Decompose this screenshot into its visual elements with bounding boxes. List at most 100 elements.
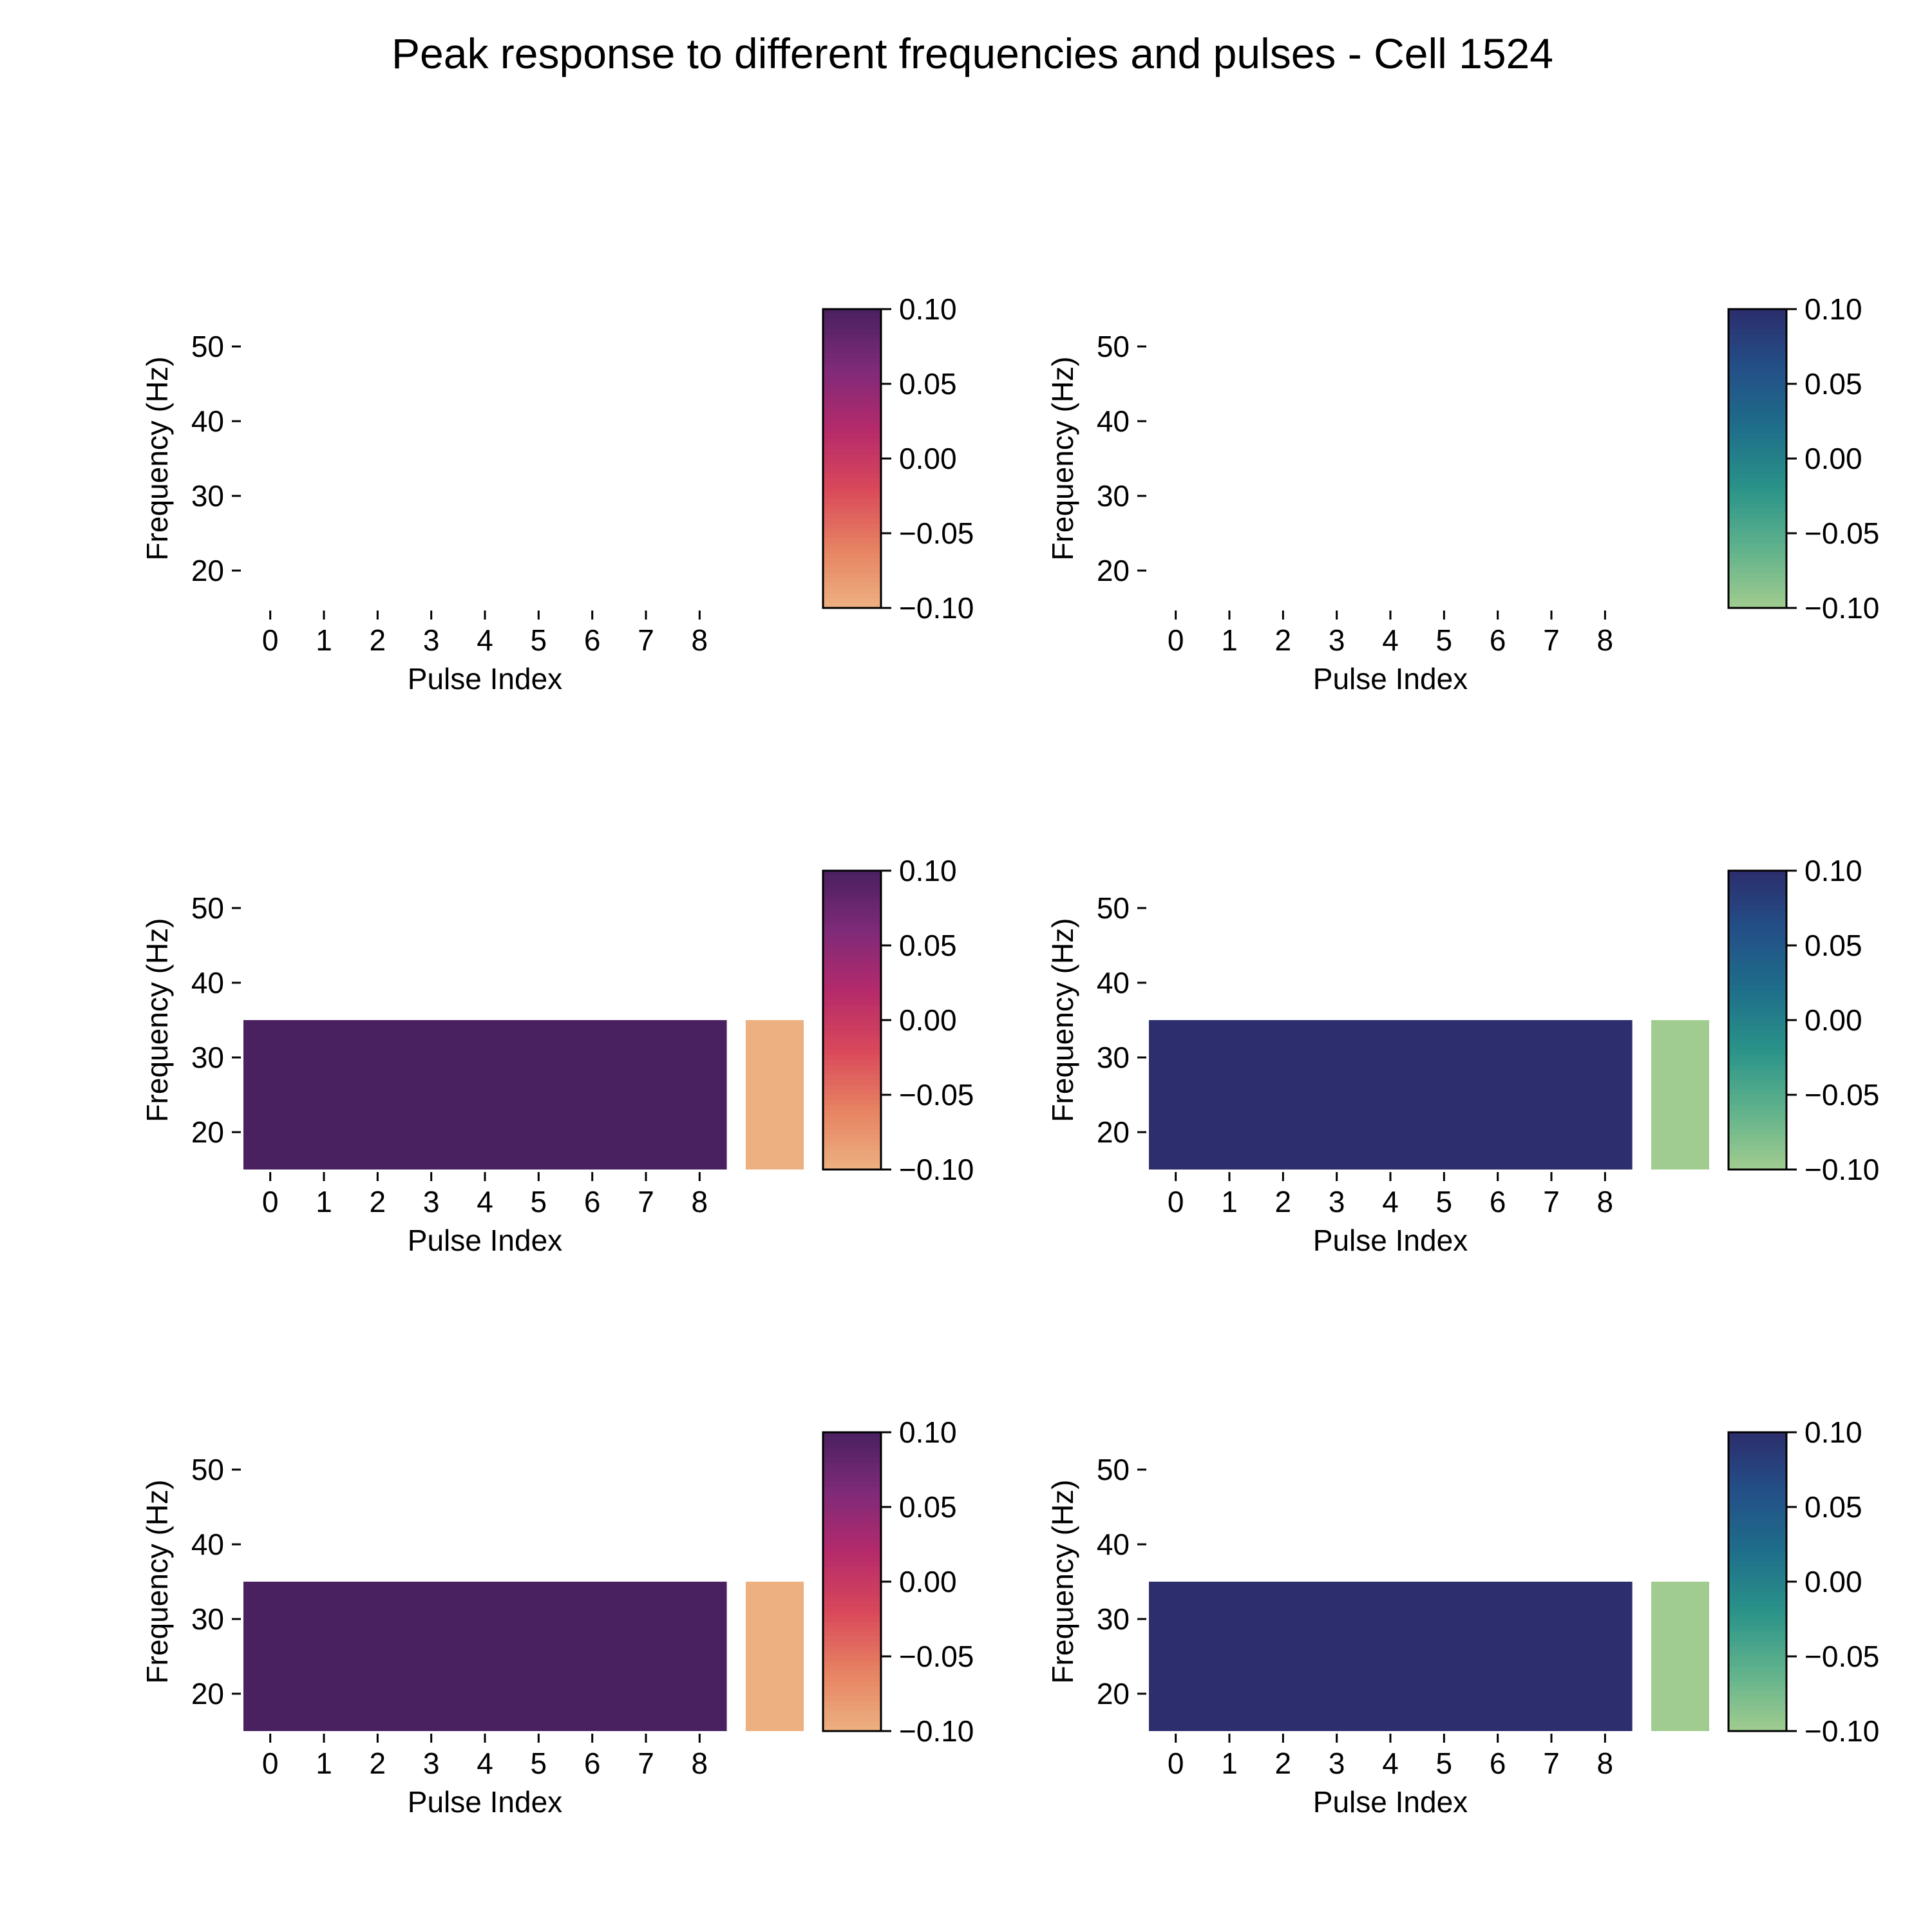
colorbar-segment (1728, 354, 1786, 360)
colorbar-segment (1728, 1030, 1786, 1036)
colorbar-segment (823, 1437, 881, 1443)
colorbar-segment (1728, 503, 1786, 509)
colorbar-segment (823, 538, 881, 544)
y-tick-label: 20 (191, 554, 224, 587)
y-axis-label: Frequency (Hz) (1046, 918, 1079, 1122)
colorbar-segment (823, 583, 881, 589)
x-tick-label: 8 (1597, 1185, 1614, 1218)
colorbar-tick-label: 0.05 (1804, 929, 1862, 962)
colorbar-segment (1728, 1726, 1786, 1732)
colorbar-segment (1728, 1696, 1786, 1702)
colorbar-segment (823, 1706, 881, 1712)
colorbar-segment (823, 1691, 881, 1697)
colorbar-tick-label: 0.05 (1804, 367, 1862, 401)
x-axis-label: Pulse Index (408, 1785, 562, 1819)
colorbar-segment (823, 1159, 881, 1166)
heatmap-cell (1202, 1020, 1257, 1170)
colorbar-segment (823, 1566, 881, 1573)
heatmap-cell (297, 1020, 352, 1170)
y-axis-label: Frequency (Hz) (140, 918, 174, 1122)
x-tick-label: 2 (370, 1185, 386, 1218)
colorbar-segment (823, 433, 881, 439)
colorbar-segment (823, 1711, 881, 1717)
y-tick-label: 20 (1097, 554, 1130, 587)
colorbar-segment (823, 558, 881, 564)
colorbar-segment (823, 905, 881, 911)
colorbar-segment (1728, 1035, 1786, 1041)
colorbar-segment (823, 995, 881, 1001)
x-tick-label: 5 (1436, 623, 1453, 657)
colorbar-segment (823, 1119, 881, 1126)
colorbar-segment (823, 344, 881, 350)
colorbar-segment (1728, 1582, 1786, 1587)
x-tick-label: 0 (1168, 623, 1184, 657)
heatmap-cell (1578, 1020, 1633, 1170)
colorbar-tick-label: 0.00 (1804, 442, 1862, 475)
colorbar-segment (823, 1075, 881, 1081)
colorbar-segment (1728, 960, 1786, 966)
colorbar-segment (1728, 965, 1786, 971)
colorbar-segment (1728, 1551, 1786, 1558)
colorbar-segment (1728, 1517, 1786, 1522)
colorbar-segment (1728, 1432, 1786, 1438)
colorbar-segment (1728, 945, 1786, 951)
y-tick-label: 40 (191, 404, 224, 438)
x-tick-label: 0 (1168, 1185, 1184, 1218)
colorbar-segment (1728, 1542, 1786, 1548)
colorbar-segment (1728, 548, 1786, 554)
colorbar-segment (823, 578, 881, 584)
colorbar-segment (1728, 1457, 1786, 1463)
colorbar-segment (1728, 419, 1786, 424)
colorbar-segment (823, 975, 881, 981)
colorbar-segment (823, 1641, 881, 1647)
colorbar-segment (823, 1591, 881, 1597)
colorbar-segment (823, 354, 881, 360)
heatmap-cell (350, 1582, 405, 1731)
colorbar-segment (1728, 553, 1786, 559)
x-tick-label: 8 (692, 1185, 708, 1218)
x-tick-label: 6 (1490, 623, 1506, 657)
colorbar-segment (823, 1104, 881, 1110)
colorbar-segment (1728, 1090, 1786, 1095)
y-tick-label: 20 (1097, 1677, 1130, 1710)
colorbar-segment (1728, 518, 1786, 524)
colorbar-segment (1728, 334, 1786, 340)
colorbar-segment (1728, 1507, 1786, 1513)
y-axis-label: Frequency (Hz) (140, 1480, 174, 1684)
x-tick-label: 5 (531, 623, 547, 657)
colorbar-segment (823, 588, 881, 594)
colorbar-segment (1728, 344, 1786, 350)
heatmap-cell (458, 1020, 513, 1170)
colorbar-segment (1728, 1526, 1786, 1533)
colorbar-segment (823, 1616, 881, 1622)
x-tick-label: 4 (1382, 1747, 1399, 1780)
x-tick-label: 2 (1275, 1185, 1292, 1218)
y-tick-label: 40 (1097, 404, 1130, 438)
heatmap-panel-row3-left: 20 30 40 50 0 1 2 3 4 5 6 7 8 Pulse Index Frequency (H… (140, 1416, 974, 1819)
colorbar-segment (823, 1726, 881, 1732)
colorbar-segment (1728, 905, 1786, 911)
colorbar-tick-label: −0.10 (1804, 1153, 1879, 1186)
colorbar-segment (1728, 558, 1786, 564)
colorbar-segment (823, 364, 881, 370)
colorbar-segment (823, 1447, 881, 1453)
colorbar-segment (823, 1546, 881, 1553)
colorbar-segment (1728, 588, 1786, 594)
colorbar-segment (823, 498, 881, 504)
colorbar-tick-label: 0.10 (899, 1416, 957, 1449)
colorbar-tick-label: −0.10 (899, 591, 974, 625)
colorbar-segment (1728, 1591, 1786, 1597)
colorbar-segment (1728, 1606, 1786, 1613)
colorbar-tick-label: −0.05 (1804, 1078, 1879, 1112)
colorbar-segment (1728, 578, 1786, 584)
heatmap-cell (1417, 1582, 1472, 1731)
extra-column-cell (746, 1582, 804, 1731)
x-tick-label: 8 (692, 1747, 708, 1780)
colorbar-segment (1728, 563, 1786, 569)
colorbar-segment (1728, 1571, 1786, 1578)
colorbar-tick-label: 0.10 (1804, 1416, 1862, 1449)
colorbar-segment (1728, 935, 1786, 942)
colorbar-segment (823, 463, 881, 469)
heatmap-cell (672, 1020, 727, 1170)
